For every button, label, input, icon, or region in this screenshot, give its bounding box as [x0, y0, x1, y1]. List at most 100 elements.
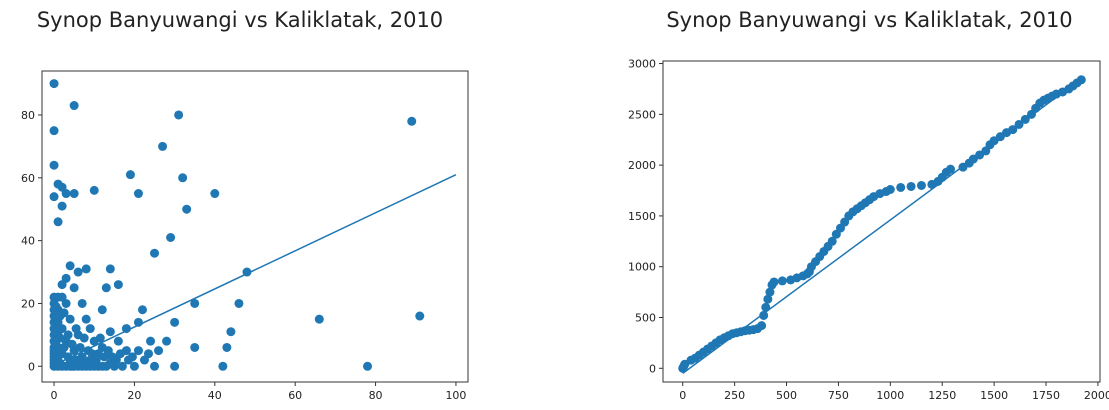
data-point	[363, 361, 373, 371]
plot-frame	[41, 70, 469, 383]
x-tick-label: 1000	[876, 389, 904, 402]
data-point	[79, 333, 89, 343]
regression-line	[61, 173, 457, 362]
data-point	[946, 164, 956, 174]
x-tick-label: 1250	[928, 389, 956, 402]
y-tick-label: 1500	[628, 210, 656, 223]
y-tick-label: 0	[28, 360, 35, 373]
data-point	[113, 336, 123, 346]
data-point	[407, 116, 417, 126]
data-point	[55, 333, 65, 343]
data-point	[218, 361, 228, 371]
plot-frame	[662, 60, 1101, 383]
data-point	[127, 352, 137, 362]
data-point	[105, 358, 115, 368]
x-tick-label: 60	[288, 389, 302, 402]
chart-panel-left: Synop Banyuwangi vs Kaliklatak, 2010 0 20…	[0, 0, 520, 410]
data-point	[314, 314, 324, 324]
data-point	[69, 283, 79, 293]
data-point	[101, 283, 111, 293]
data-point	[97, 305, 107, 315]
chart-title-left: Synop Banyuwangi vs Kaliklatak, 2010	[36, 8, 444, 32]
data-point	[89, 358, 99, 368]
data-point	[162, 336, 172, 346]
data-point	[51, 302, 61, 312]
data-point	[69, 101, 79, 111]
y-tick-label: 3000	[628, 58, 656, 71]
data-point	[121, 324, 131, 334]
data-point	[49, 126, 59, 136]
data-point	[769, 277, 779, 287]
data-point	[174, 110, 184, 120]
data-point	[759, 310, 769, 320]
data-point	[150, 361, 160, 371]
data-point	[144, 349, 153, 359]
chart-panel-right: Synop Banyuwangi vs Kaliklatak, 2010 0 25…	[560, 0, 1109, 410]
data-point	[85, 324, 95, 334]
data-point	[105, 264, 115, 274]
data-point	[117, 361, 127, 371]
chart-right: 0 250 500 750 1000 1250 1500 1750 2000 0 500 1000 15…	[628, 58, 1109, 402]
data-point	[234, 298, 244, 308]
regression-line	[682, 78, 1082, 374]
y-tick-label: 40	[21, 235, 35, 248]
data-point	[777, 276, 787, 286]
data-point	[182, 204, 192, 214]
y-tick-label: 500	[635, 311, 656, 324]
y-tick-label: 2500	[628, 108, 656, 121]
y-tick-label: 2000	[628, 159, 656, 172]
data-point	[49, 160, 59, 170]
data-point	[95, 333, 105, 343]
y-tick-label: 20	[21, 297, 35, 310]
data-point	[89, 185, 99, 195]
data-point	[77, 298, 87, 308]
y-tick-label: 60	[21, 172, 35, 185]
data-point	[63, 330, 73, 340]
x-tick-label: 750	[828, 389, 849, 402]
data-point	[158, 141, 168, 151]
chart-left: 0 20 40 60 80 100 0 20 40 60 80	[21, 70, 469, 402]
data-point	[113, 280, 123, 290]
x-tick-label: 100	[445, 389, 466, 402]
x-tick-label: 500	[776, 389, 797, 402]
y-tick-label: 0	[649, 362, 656, 375]
data-point	[154, 346, 164, 356]
data-point	[57, 201, 67, 211]
data-point	[178, 173, 188, 183]
data-point	[190, 342, 200, 352]
data-point	[170, 317, 180, 327]
data-point	[763, 294, 773, 304]
data-point	[146, 336, 156, 346]
data-point	[190, 298, 200, 308]
data-point	[916, 180, 926, 190]
data-point	[49, 79, 59, 89]
data-point	[105, 327, 115, 337]
data-point	[53, 217, 63, 227]
x-tick-label: 250	[724, 389, 745, 402]
x-tick-label: 20	[127, 389, 141, 402]
data-point	[170, 361, 180, 371]
data-point	[222, 342, 232, 352]
data-point	[765, 287, 775, 297]
y-tick-label: 80	[21, 109, 35, 122]
data-point	[1076, 75, 1086, 85]
data-point	[69, 189, 79, 199]
data-point	[65, 314, 75, 324]
data-point	[81, 314, 91, 324]
data-point	[115, 349, 125, 359]
data-point	[57, 280, 67, 290]
x-tick-label: 40	[208, 389, 222, 402]
data-point	[133, 189, 143, 199]
x-tick-label: 0	[51, 389, 58, 402]
data-point	[896, 182, 906, 192]
data-point	[166, 232, 176, 242]
data-point	[906, 181, 916, 191]
data-point	[59, 342, 69, 352]
data-point	[61, 189, 71, 199]
data-point	[133, 346, 143, 356]
data-point	[71, 324, 81, 334]
data-point	[137, 305, 147, 315]
data-point	[81, 264, 91, 274]
x-tick-label: 80	[369, 389, 383, 402]
data-point	[415, 311, 425, 321]
